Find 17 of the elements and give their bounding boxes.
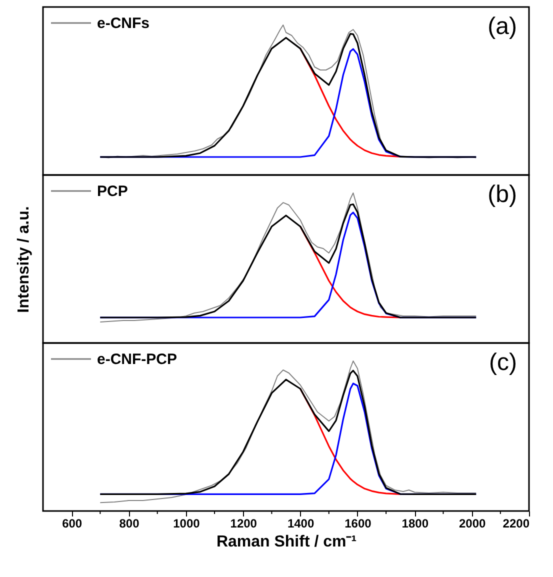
annotation: (c) (489, 349, 517, 376)
x-tick-label: 600 (62, 516, 82, 530)
annotation: (b) (488, 181, 517, 208)
annotation: (a) (488, 13, 517, 40)
x-tick-label: 1200 (230, 516, 258, 530)
y-axis-title: Intensity / a.u. (16, 206, 32, 313)
x-tick-label: 1600 (344, 516, 372, 530)
x-tick-label: 2000 (458, 516, 486, 530)
x-tick-label: 800 (119, 516, 140, 530)
legend-label: e-CNF-PCP (97, 351, 178, 368)
x-tick-label: 1800 (402, 516, 429, 530)
legend-label: e-CNFs (97, 15, 150, 32)
x-axis-title: Raman Shift / cm⁻¹ (216, 534, 357, 550)
x-tick-label: 1000 (173, 516, 200, 530)
x-tick-label: 1400 (287, 516, 314, 530)
x-tick-label: 2200 (502, 516, 530, 530)
legend-label: PCP (97, 183, 128, 200)
